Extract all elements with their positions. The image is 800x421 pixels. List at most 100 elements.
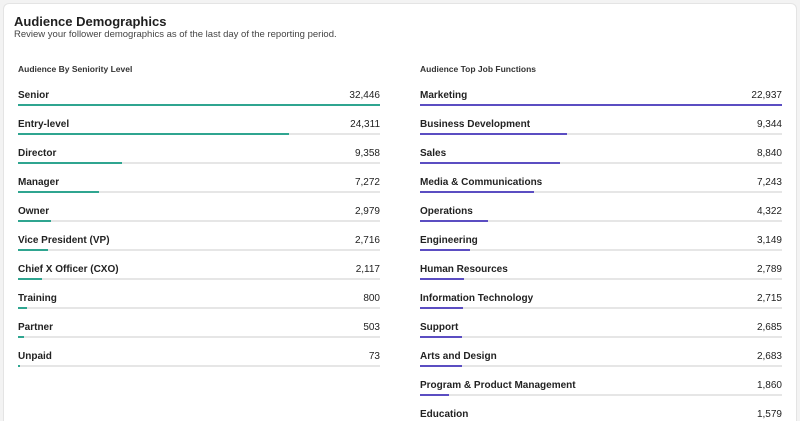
item-value: 503: [363, 322, 380, 333]
item-label: Media & Communications: [420, 177, 543, 188]
progress-track: [420, 365, 782, 367]
item-value: 1,579: [756, 409, 782, 420]
list-item: Marketing 22,937: [420, 89, 782, 118]
item-label: Sales: [420, 148, 447, 159]
list-item: Education 1,579: [420, 408, 782, 421]
item-label: Program & Product Management: [420, 380, 576, 391]
progress-fill: [420, 307, 463, 309]
item-label: Marketing: [420, 90, 468, 101]
item-value: 24,311: [350, 119, 380, 130]
item-label: Owner: [18, 206, 50, 217]
progress-fill: [18, 220, 52, 222]
item-label: Director: [18, 148, 57, 159]
item-label: Support: [420, 322, 459, 333]
progress-fill: [18, 191, 100, 193]
item-value: 9,344: [756, 119, 782, 130]
progress-track: [18, 162, 380, 164]
item-label: Arts and Design: [420, 351, 497, 362]
list-item: Chief X Officer (CXO) 2,117: [18, 263, 380, 292]
progress-track: [18, 336, 380, 338]
item-label: Vice President (VP): [18, 235, 110, 246]
progress-fill: [420, 133, 568, 135]
item-value: 2,117: [355, 264, 380, 275]
progress-fill: [420, 394, 450, 396]
item-value: 2,716: [354, 235, 380, 246]
list-item: Operations 4,322: [420, 205, 782, 234]
item-value: 800: [363, 293, 380, 304]
progress-track: [420, 307, 782, 309]
progress-track: [18, 365, 380, 367]
seniority-section-title: Audience By Seniority Level: [18, 64, 133, 74]
progress-fill: [18, 104, 380, 106]
progress-track: [18, 307, 380, 309]
progress-track: [420, 162, 782, 164]
progress-fill: [420, 336, 463, 338]
item-label: Education: [420, 409, 469, 420]
item-label: Unpaid: [18, 351, 52, 362]
card-subtitle: Review your follower demographics as of …: [14, 29, 337, 40]
progress-fill: [420, 249, 470, 251]
item-label: Human Resources: [420, 264, 508, 275]
progress-fill: [420, 278, 465, 280]
item-label: Chief X Officer (CXO): [18, 264, 119, 275]
card-title: Audience Demographics: [14, 14, 167, 29]
list-item: Partner 503: [18, 321, 380, 350]
progress-fill: [18, 307, 27, 309]
list-item: Human Resources 2,789: [420, 263, 782, 292]
list-item: Business Development 9,344: [420, 118, 782, 147]
list-item: Director 9,358: [18, 147, 380, 176]
list-item: Media & Communications 7,243: [420, 176, 782, 205]
job-functions-section-title: Audience Top Job Functions: [420, 64, 537, 74]
progress-track: [18, 220, 380, 222]
progress-fill: [420, 162, 560, 164]
item-value: 32,446: [349, 90, 380, 101]
job-functions-section: Audience Top Job Functions Marketing 22,9…: [420, 64, 782, 421]
item-label: Training: [18, 293, 57, 304]
item-value: 1,860: [756, 380, 782, 391]
job-functions-list: Marketing 22,937 Business Development 9,344…: [420, 89, 782, 421]
progress-fill: [420, 104, 782, 106]
item-value: 7,272: [354, 177, 380, 188]
progress-track: [420, 336, 782, 338]
item-label: Partner: [18, 322, 54, 333]
list-item: Senior 32,446: [18, 89, 380, 118]
item-value: 4,322: [756, 206, 782, 217]
progress-track: [420, 278, 782, 280]
list-item: Manager 7,272: [18, 176, 380, 205]
progress-fill: [18, 249, 49, 251]
progress-track: [420, 249, 782, 251]
progress-track: [420, 220, 782, 222]
list-item: Arts and Design 2,683: [420, 350, 782, 379]
item-value: 3,149: [756, 235, 782, 246]
audience-demographics-card: Audience Demographics Review your follow…: [3, 3, 797, 421]
item-value: 2,979: [354, 206, 380, 217]
progress-track: [18, 249, 380, 251]
item-label: Entry-level: [18, 119, 70, 130]
item-value: 73: [368, 351, 380, 362]
list-item: Training 800: [18, 292, 380, 321]
progress-track: [18, 278, 380, 280]
item-value: 2,715: [756, 293, 782, 304]
item-label: Information Technology: [420, 293, 534, 304]
list-item: Information Technology 2,715: [420, 292, 782, 321]
item-value: 8,840: [756, 148, 782, 159]
seniority-list: Senior 32,446 Entry-level 24,311 Director 9,3…: [18, 89, 380, 379]
list-item: Program & Product Management 1,860: [420, 379, 782, 408]
progress-track: [420, 191, 782, 193]
item-value: 9,358: [354, 148, 380, 159]
progress-fill: [18, 336, 24, 338]
progress-fill: [18, 278, 42, 280]
progress-track: [18, 133, 380, 135]
progress-fill: [420, 220, 489, 222]
progress-fill: [420, 365, 463, 367]
item-value: 7,243: [756, 177, 782, 188]
item-value: 22,937: [751, 90, 782, 101]
progress-fill: [18, 365, 21, 367]
item-value: 2,683: [756, 351, 782, 362]
progress-track: [18, 104, 380, 106]
list-item: Unpaid 73: [18, 350, 380, 379]
progress-fill: [18, 133, 290, 135]
list-item: Engineering 3,149: [420, 234, 782, 263]
progress-track: [420, 394, 782, 396]
progress-fill: [420, 191, 535, 193]
